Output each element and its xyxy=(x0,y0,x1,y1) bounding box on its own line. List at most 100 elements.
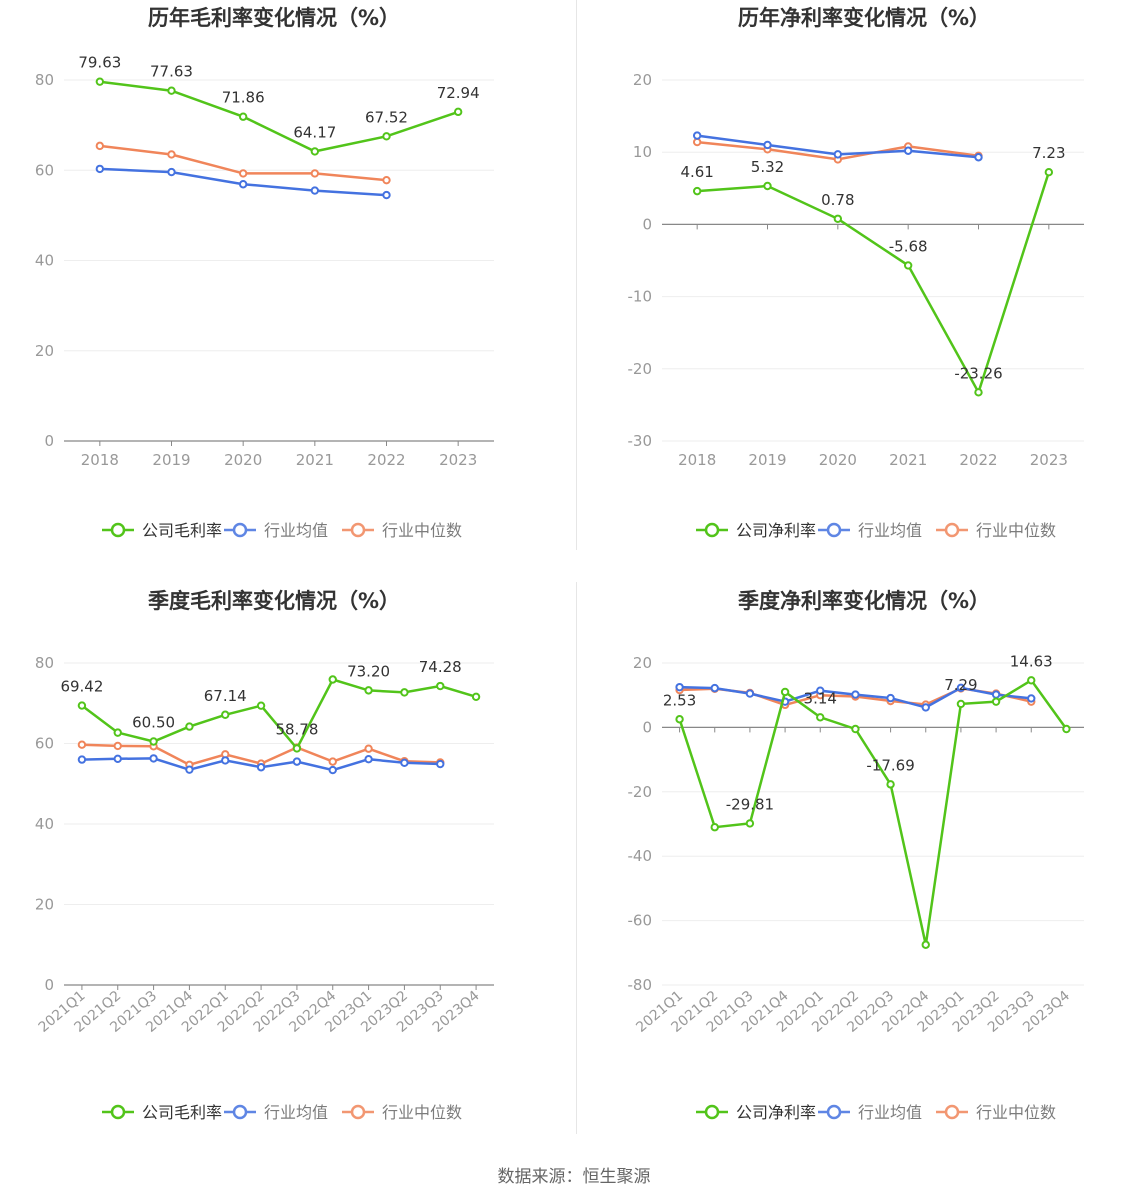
data-point xyxy=(167,167,176,177)
data-point xyxy=(833,214,843,223)
data-point xyxy=(364,744,373,753)
y-tick-label: 0 xyxy=(642,718,652,736)
x-tick-label: 2023 xyxy=(439,451,477,469)
data-label: 79.63 xyxy=(78,54,121,72)
data-point xyxy=(921,940,930,949)
legend-item: 行业中位数 xyxy=(342,1103,462,1122)
data-point xyxy=(692,137,702,147)
y-tick-label: 10 xyxy=(633,143,652,161)
data-source: 数据来源：恒生聚源 xyxy=(497,1167,651,1187)
y-tick-label: 20 xyxy=(35,342,54,360)
data-point xyxy=(816,713,825,722)
legend-marker xyxy=(826,522,842,538)
data-point xyxy=(149,737,158,746)
data-point xyxy=(436,759,445,769)
y-tick-label: 40 xyxy=(35,252,54,270)
legend-marker xyxy=(350,1104,366,1120)
data-point xyxy=(453,107,463,117)
y-tick-label: -20 xyxy=(628,783,653,801)
legend-item: 公司净利率 xyxy=(696,1103,816,1122)
data-point xyxy=(991,697,1001,706)
legend-marker xyxy=(232,1104,248,1120)
y-tick-label: -20 xyxy=(628,360,653,378)
data-point xyxy=(763,181,772,191)
y-tick-label: -40 xyxy=(628,847,653,865)
legend-item: 行业均值 xyxy=(818,521,922,540)
data-point xyxy=(221,710,230,719)
data-label: 77.63 xyxy=(150,63,193,81)
x-tick-label: 2022 xyxy=(367,451,405,469)
data-point xyxy=(956,683,966,692)
data-point xyxy=(471,692,481,702)
data-point xyxy=(956,699,966,709)
x-tick-label: 2020 xyxy=(224,451,262,469)
data-point xyxy=(780,687,790,697)
data-point xyxy=(400,688,409,697)
data-label: 7.29 xyxy=(944,676,977,694)
data-label: 0.78 xyxy=(821,191,854,209)
data-point xyxy=(675,682,684,692)
data-point xyxy=(328,757,337,766)
data-point xyxy=(1027,694,1036,703)
data-point xyxy=(310,147,320,156)
data-point xyxy=(1062,724,1071,734)
legend-item: 行业均值 xyxy=(224,1103,328,1122)
data-point xyxy=(95,77,105,86)
data-point xyxy=(292,744,302,753)
data-label: 73.20 xyxy=(347,662,390,680)
data-point xyxy=(974,388,983,397)
x-tick-label: 2022 xyxy=(959,451,997,469)
data-point xyxy=(292,757,302,766)
y-tick-label: -30 xyxy=(628,432,653,450)
legend-label: 行业均值 xyxy=(858,1103,922,1122)
x-tick-label: 2021 xyxy=(889,451,927,469)
data-point xyxy=(238,180,248,189)
data-label: 5.32 xyxy=(751,158,784,176)
y-tick-label: 0 xyxy=(44,976,54,994)
chart-title: 历年净利率变化情况（%） xyxy=(738,6,990,30)
series-line xyxy=(81,678,477,751)
data-point xyxy=(221,756,230,765)
data-label: 7.23 xyxy=(1032,144,1065,162)
x-tick-label: 2018 xyxy=(678,451,716,469)
data-point xyxy=(238,169,248,178)
x-tick-label: 2018 xyxy=(81,451,119,469)
data-label: 4.61 xyxy=(680,163,713,181)
data-point xyxy=(745,819,755,828)
data-label: 2.53 xyxy=(663,691,696,709)
data-point xyxy=(833,150,843,159)
data-point xyxy=(382,132,391,141)
data-label: 67.14 xyxy=(204,687,247,705)
chart-title: 季度毛利率变化情况（%） xyxy=(148,589,400,613)
x-tick-label: 2019 xyxy=(748,451,786,469)
data-point xyxy=(185,765,194,774)
x-tick-label: 2020 xyxy=(819,451,857,469)
legend-label: 行业中位数 xyxy=(976,1103,1056,1122)
legend-label: 公司毛利率 xyxy=(142,521,222,540)
data-point xyxy=(167,86,176,95)
data-point xyxy=(149,754,158,763)
annual-net-margin-panel: 历年净利率变化情况（%） -30 -20 -10 0 10 20 2018 2019 2020 20… xyxy=(574,0,1148,560)
data-point xyxy=(238,112,248,121)
data-point xyxy=(95,164,105,174)
legend-label: 行业均值 xyxy=(264,521,328,540)
chart-svg: 季度毛利率变化情况（%）0204060802021Q12021Q22021Q32… xyxy=(35,589,494,1122)
chart-svg: 季度净利率变化情况（%）-80-60-40-200202021Q12021Q22… xyxy=(628,589,1084,1122)
data-point xyxy=(382,175,391,185)
legend-marker xyxy=(826,1104,842,1120)
data-point xyxy=(1044,167,1054,177)
y-tick-label: -60 xyxy=(628,912,653,930)
data-point xyxy=(77,740,87,749)
data-point xyxy=(95,141,105,151)
data-point xyxy=(745,689,755,698)
data-point xyxy=(692,131,702,140)
y-tick-label: 60 xyxy=(35,735,54,753)
series-line xyxy=(99,80,459,153)
data-point xyxy=(113,754,122,763)
legend-marker xyxy=(350,522,366,538)
legend-item: 公司毛利率 xyxy=(102,1103,222,1122)
data-label: 69.42 xyxy=(60,678,103,696)
y-tick-label: 40 xyxy=(35,815,54,833)
annual-gross-margin-panel: 历年毛利率变化情况（%） 0 20 40 60 80 2018 2019 2020 2021 202… xyxy=(0,0,574,560)
y-tick-label: -80 xyxy=(628,976,653,994)
